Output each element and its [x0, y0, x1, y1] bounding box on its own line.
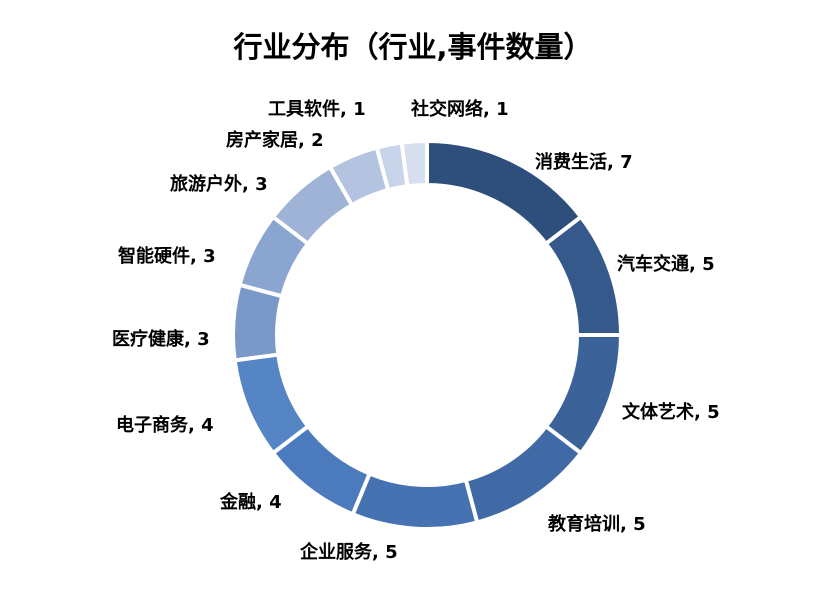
donut-slice — [463, 423, 584, 525]
slice-label: 医疗健康, 3 — [112, 328, 210, 350]
slice-label: 金融, 4 — [219, 491, 282, 513]
donut-slice — [543, 214, 624, 337]
slice-label: 旅游户外, 3 — [170, 173, 268, 195]
slice-label: 社交网络, 1 — [411, 98, 509, 120]
chart-title: 行业分布（行业,事件数量） — [233, 30, 593, 64]
slice-label: 房产家居, 2 — [226, 129, 324, 151]
slice-label: 智能硬件, 3 — [118, 245, 216, 267]
slice-label: 教育培训, 5 — [548, 513, 646, 535]
slice-label: 电子商务, 4 — [116, 414, 214, 436]
slice-label: 文体艺术, 5 — [622, 401, 720, 423]
slice-label: 企业服务, 5 — [299, 541, 398, 563]
slice-label: 工具软件, 1 — [268, 98, 366, 120]
slice-label: 汽车交通, 5 — [617, 253, 715, 275]
slice-label: 消费生活, 7 — [535, 151, 633, 173]
donut-slice — [350, 470, 480, 531]
donut-slice — [399, 138, 429, 189]
